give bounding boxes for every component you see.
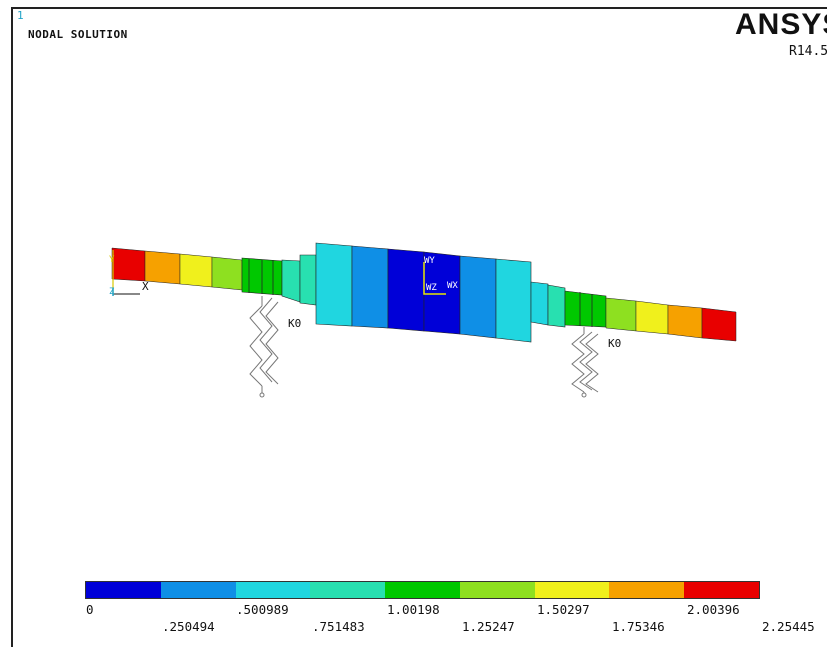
spring-left-label: K0: [288, 317, 301, 330]
legend-color-8: [609, 582, 685, 598]
shaft-seg-right-2: [547, 284, 566, 328]
legend-color-2: [160, 582, 236, 598]
legend-color-3: [235, 582, 311, 598]
legend-lower-label: .751483: [312, 619, 365, 634]
legend-upper-label: 1.50297: [537, 602, 590, 617]
legend-color-5: [385, 582, 460, 598]
axis-z-label: Z: [109, 287, 115, 297]
ansys-logo: ANSYS: [735, 8, 827, 41]
contour-legend-bar: [85, 581, 760, 599]
node-axes-marker: [423, 262, 446, 295]
version-label: R14.5: [789, 44, 827, 59]
window-number: 1: [17, 9, 24, 22]
wy-label: WY: [424, 256, 435, 266]
axis-x-label: X: [142, 280, 149, 293]
wx-label: WX: [447, 281, 458, 291]
legend-color-9: [684, 582, 760, 598]
shaft-seg-right-7: [701, 307, 737, 342]
legend-lower-label: 2.25445: [762, 619, 815, 634]
global-axis-triad: [112, 250, 140, 296]
shaft-seg-right-5: [635, 300, 669, 335]
axis-y-label: Y: [109, 255, 115, 265]
spring-left: [249, 296, 279, 398]
disk-seg-6: [495, 258, 532, 343]
disk-seg-3: [387, 248, 425, 332]
shaft-seg-right-3: [564, 290, 607, 328]
legend-color-6: [459, 582, 535, 598]
disk-seg-2: [351, 245, 389, 329]
shaft-seg-left-6: [281, 259, 301, 303]
shaft-seg-left-1: [111, 247, 146, 282]
shaft-seg-right-4: [605, 297, 637, 332]
plot-title: NODAL SOLUTION: [28, 28, 128, 41]
disk-seg-5: [459, 255, 497, 339]
legend-upper-label: 2.00396: [687, 602, 740, 617]
shaft-seg-left-2: [144, 250, 181, 285]
shaft-seg-right-1: [530, 281, 549, 326]
disk-seg-1: [315, 242, 353, 327]
shaft-seg-left-4: [211, 256, 243, 291]
legend-color-4: [310, 582, 386, 598]
spring-right-label: K0: [608, 337, 621, 350]
legend-lower-label: 1.75346: [612, 619, 665, 634]
viewport-frame: [11, 7, 827, 647]
spring-right: [571, 327, 599, 398]
legend-upper-label: .500989: [236, 602, 289, 617]
legend-lower-label: 1.25247: [462, 619, 515, 634]
wz-label: WZ: [426, 283, 437, 293]
legend-upper-label: 1.00198: [387, 602, 440, 617]
legend-color-1: [86, 582, 161, 598]
legend-lower-label: .250494: [162, 619, 215, 634]
shaft-seg-right-6: [667, 304, 703, 339]
shaft-seg-left-3: [179, 253, 213, 288]
shaft-seg-left-7: [299, 254, 317, 306]
legend-color-7: [534, 582, 610, 598]
legend-upper-label: 0: [86, 602, 94, 617]
